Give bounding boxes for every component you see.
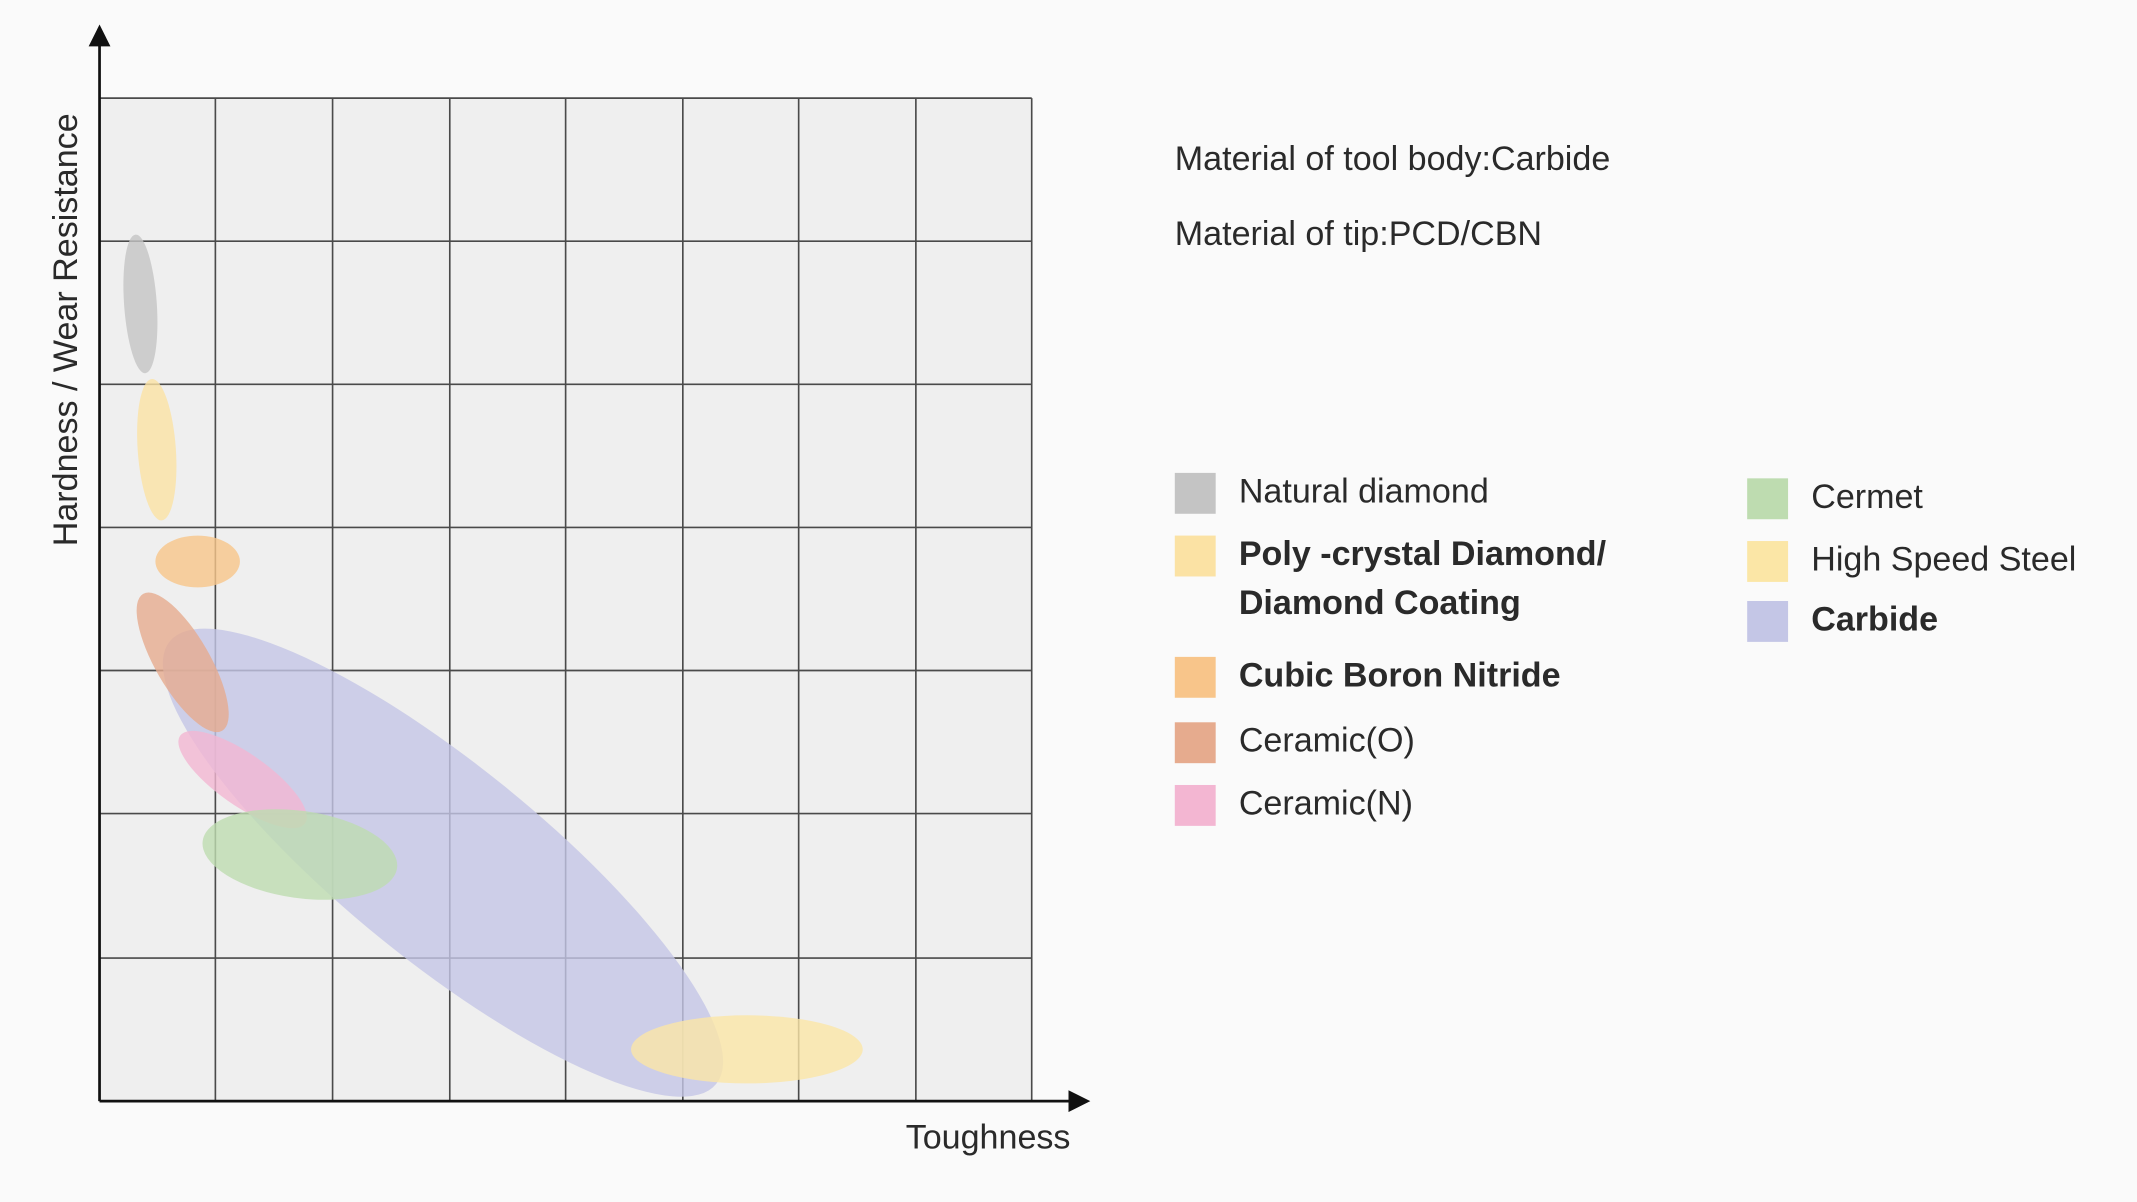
legend-swatch xyxy=(1747,541,1789,582)
legend-label: Natural diamond xyxy=(1239,472,1489,510)
legend-swatch xyxy=(1174,722,1216,764)
legend-label: Diamond Coating xyxy=(1239,584,1521,622)
legend-label: Cermet xyxy=(1811,478,1923,516)
info-text: Material of tip:PCD/CBN xyxy=(1175,215,1542,253)
legend-label: Ceramic(N) xyxy=(1239,784,1413,822)
legend-swatch xyxy=(1174,472,1216,514)
legend-label: Cubic Boron Nitride xyxy=(1239,656,1561,694)
region xyxy=(162,628,724,1097)
region xyxy=(137,379,177,521)
info-text: Material of tool body:Carbide xyxy=(1175,140,1610,178)
legend-label: High Speed Steel xyxy=(1811,540,2076,578)
legend-label: Carbide xyxy=(1811,600,1938,638)
grid xyxy=(98,97,1033,1102)
legend-swatch xyxy=(1174,535,1216,577)
legend-swatch xyxy=(1747,601,1789,642)
region xyxy=(136,592,229,733)
region xyxy=(123,234,158,374)
region xyxy=(155,535,240,588)
legend-label: Poly -crystal Diamond/ xyxy=(1239,535,1607,573)
legend-label: Ceramic(O) xyxy=(1239,722,1415,760)
region xyxy=(178,730,307,829)
legend-swatch xyxy=(1174,784,1216,826)
regions xyxy=(123,234,863,1097)
x-axis-label: Toughness xyxy=(906,1118,1071,1156)
y-axis-label: Hardness / Wear Resistance xyxy=(47,113,85,546)
legend-swatch xyxy=(1747,478,1789,520)
legend-swatch xyxy=(1174,656,1216,698)
region xyxy=(631,1015,863,1084)
legend: Natural diamond Poly -crystal Diamond/Dia… xyxy=(1174,472,2076,826)
region xyxy=(202,809,398,900)
